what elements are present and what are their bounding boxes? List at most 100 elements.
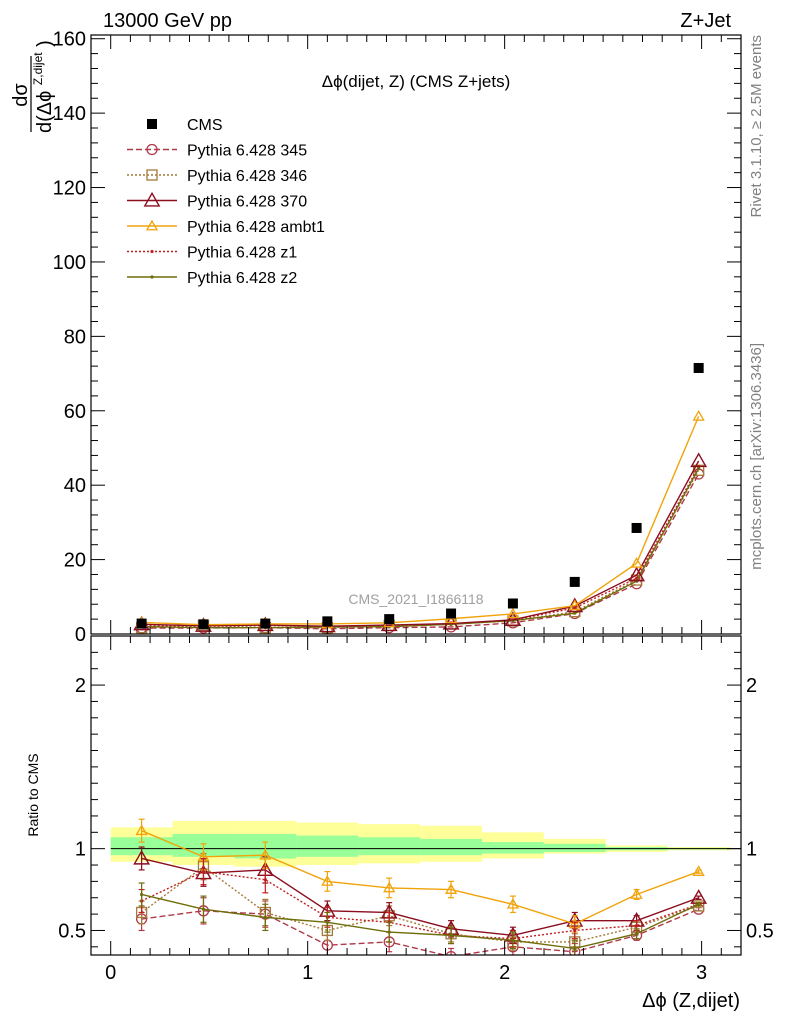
legend-marker	[146, 143, 158, 156]
legend-entry: Pythia 6.428 z2	[127, 270, 297, 287]
legend-marker	[147, 119, 157, 129]
ytick-label: 80	[64, 326, 86, 348]
ratio-point	[635, 923, 639, 928]
ylabel-den-close: )	[34, 40, 56, 47]
band-green	[481, 842, 544, 854]
ratio-point	[325, 920, 329, 924]
legend-label: Pythia 6.428 ambt1	[187, 219, 325, 236]
data-point	[507, 598, 518, 609]
main-ylabel: dσ d(Δϕ Z,dijet )	[10, 40, 56, 133]
band-green	[110, 837, 173, 856]
legend-label: Pythia 6.428 370	[187, 194, 307, 211]
band-green	[420, 838, 482, 856]
legend-marker	[143, 191, 161, 207]
legend-entry: CMS	[147, 117, 223, 134]
ratio-point	[692, 865, 705, 876]
ratio-point	[506, 897, 520, 909]
legend-entry: Pythia 6.428 346	[127, 168, 307, 185]
ratio-point	[511, 938, 515, 942]
data-point	[504, 611, 522, 626]
legend-entry: Pythia 6.428 345	[127, 143, 307, 160]
legend-entry: Pythia 6.428 370	[127, 191, 307, 211]
data-point	[628, 566, 646, 582]
data-point	[136, 618, 147, 629]
ratio-point	[573, 928, 577, 933]
ratio-point	[135, 824, 148, 836]
ratio-point	[449, 933, 453, 937]
ylabel-den-text: d(Δϕ	[34, 91, 56, 133]
ratio-clip-group	[133, 818, 708, 955]
band-green	[358, 837, 421, 856]
data-point	[573, 606, 577, 610]
data-point	[566, 597, 584, 613]
ratio-point	[630, 888, 643, 899]
ylabel-numerator: dσ	[10, 83, 32, 107]
ytick-label: 100	[53, 252, 86, 274]
legend-marker	[150, 249, 154, 254]
ratio-line	[141, 870, 699, 940]
series-line	[141, 416, 700, 626]
data-point	[506, 607, 520, 619]
band-green	[543, 843, 606, 852]
band-green	[296, 835, 359, 857]
ratio-ytick-label-right: 2	[746, 675, 757, 697]
ratio-ytick-label: 1	[75, 839, 86, 861]
legend-marker	[146, 169, 158, 181]
xtick-label: 3	[696, 962, 707, 984]
xlabel: Δϕ (Z,dijet)	[642, 990, 740, 1012]
legend-label: CMS	[187, 117, 223, 134]
ratio-point	[263, 878, 267, 882]
ratio-point	[697, 902, 701, 906]
ratio-point	[321, 875, 334, 886]
ratio-line	[141, 857, 699, 937]
ratio-ytick-label-right: 1	[746, 839, 757, 861]
ratio-line	[141, 893, 699, 950]
series-line	[141, 460, 700, 627]
legend-label: Pythia 6.428 z2	[187, 270, 297, 287]
data-point	[693, 362, 704, 373]
data-point	[569, 576, 580, 587]
ratio-point	[635, 932, 639, 936]
ratio-point	[573, 946, 577, 951]
ratio-point	[445, 950, 457, 955]
legend-label: Pythia 6.428 345	[187, 143, 307, 160]
header-left: 13000 GeV pp	[103, 10, 232, 32]
series-1	[135, 468, 705, 635]
data-point	[690, 452, 708, 468]
ylabel-den-sup: Z,dijet	[31, 52, 45, 85]
legend: CMS Pythia 6.428 345 Pythia 6.428 346 Pythi…	[127, 117, 325, 287]
data-point	[198, 619, 209, 630]
main-plot	[133, 362, 708, 635]
ratio-line	[141, 830, 699, 925]
series-line	[141, 469, 700, 629]
ratio-ytick-label: 0.5	[58, 920, 86, 942]
frames: 0 20 40 60 80 100 120 140 160 0 1 2 3 0.5 0.5 1 1 2 2	[53, 29, 774, 984]
data-point	[573, 611, 577, 615]
ratio-ylabel: Ratio to CMS	[25, 753, 41, 836]
legend-label: Pythia 6.428 346	[187, 168, 307, 185]
ratio-ytick-label: 2	[75, 675, 86, 697]
data-point	[630, 557, 643, 568]
ylabel-denominator: d(Δϕ Z,dijet )	[25, 40, 56, 133]
ratio-ytick-label-right: 0.5	[746, 920, 774, 942]
xtick-label: 0	[105, 962, 116, 984]
data-point	[692, 410, 705, 421]
ratio-frame	[90, 635, 742, 956]
series-0	[136, 362, 704, 630]
watermark: CMS_2021_I1866118	[348, 591, 483, 607]
ratio-point	[263, 915, 267, 919]
main-frame	[90, 34, 742, 635]
series-line	[141, 468, 700, 629]
data-point	[697, 466, 701, 471]
ytick-label: 20	[64, 550, 86, 572]
legend-marker	[150, 275, 154, 279]
legend-marker	[145, 219, 159, 231]
ytick-label: 0	[75, 624, 86, 646]
legend-entry: Pythia 6.428 ambt1	[127, 219, 325, 236]
ratio-line	[141, 908, 699, 955]
ratio-plot	[133, 818, 708, 955]
legend-label: Pythia 6.428 z1	[187, 245, 297, 262]
data-point	[260, 618, 271, 629]
ytick-label: 160	[53, 29, 86, 51]
